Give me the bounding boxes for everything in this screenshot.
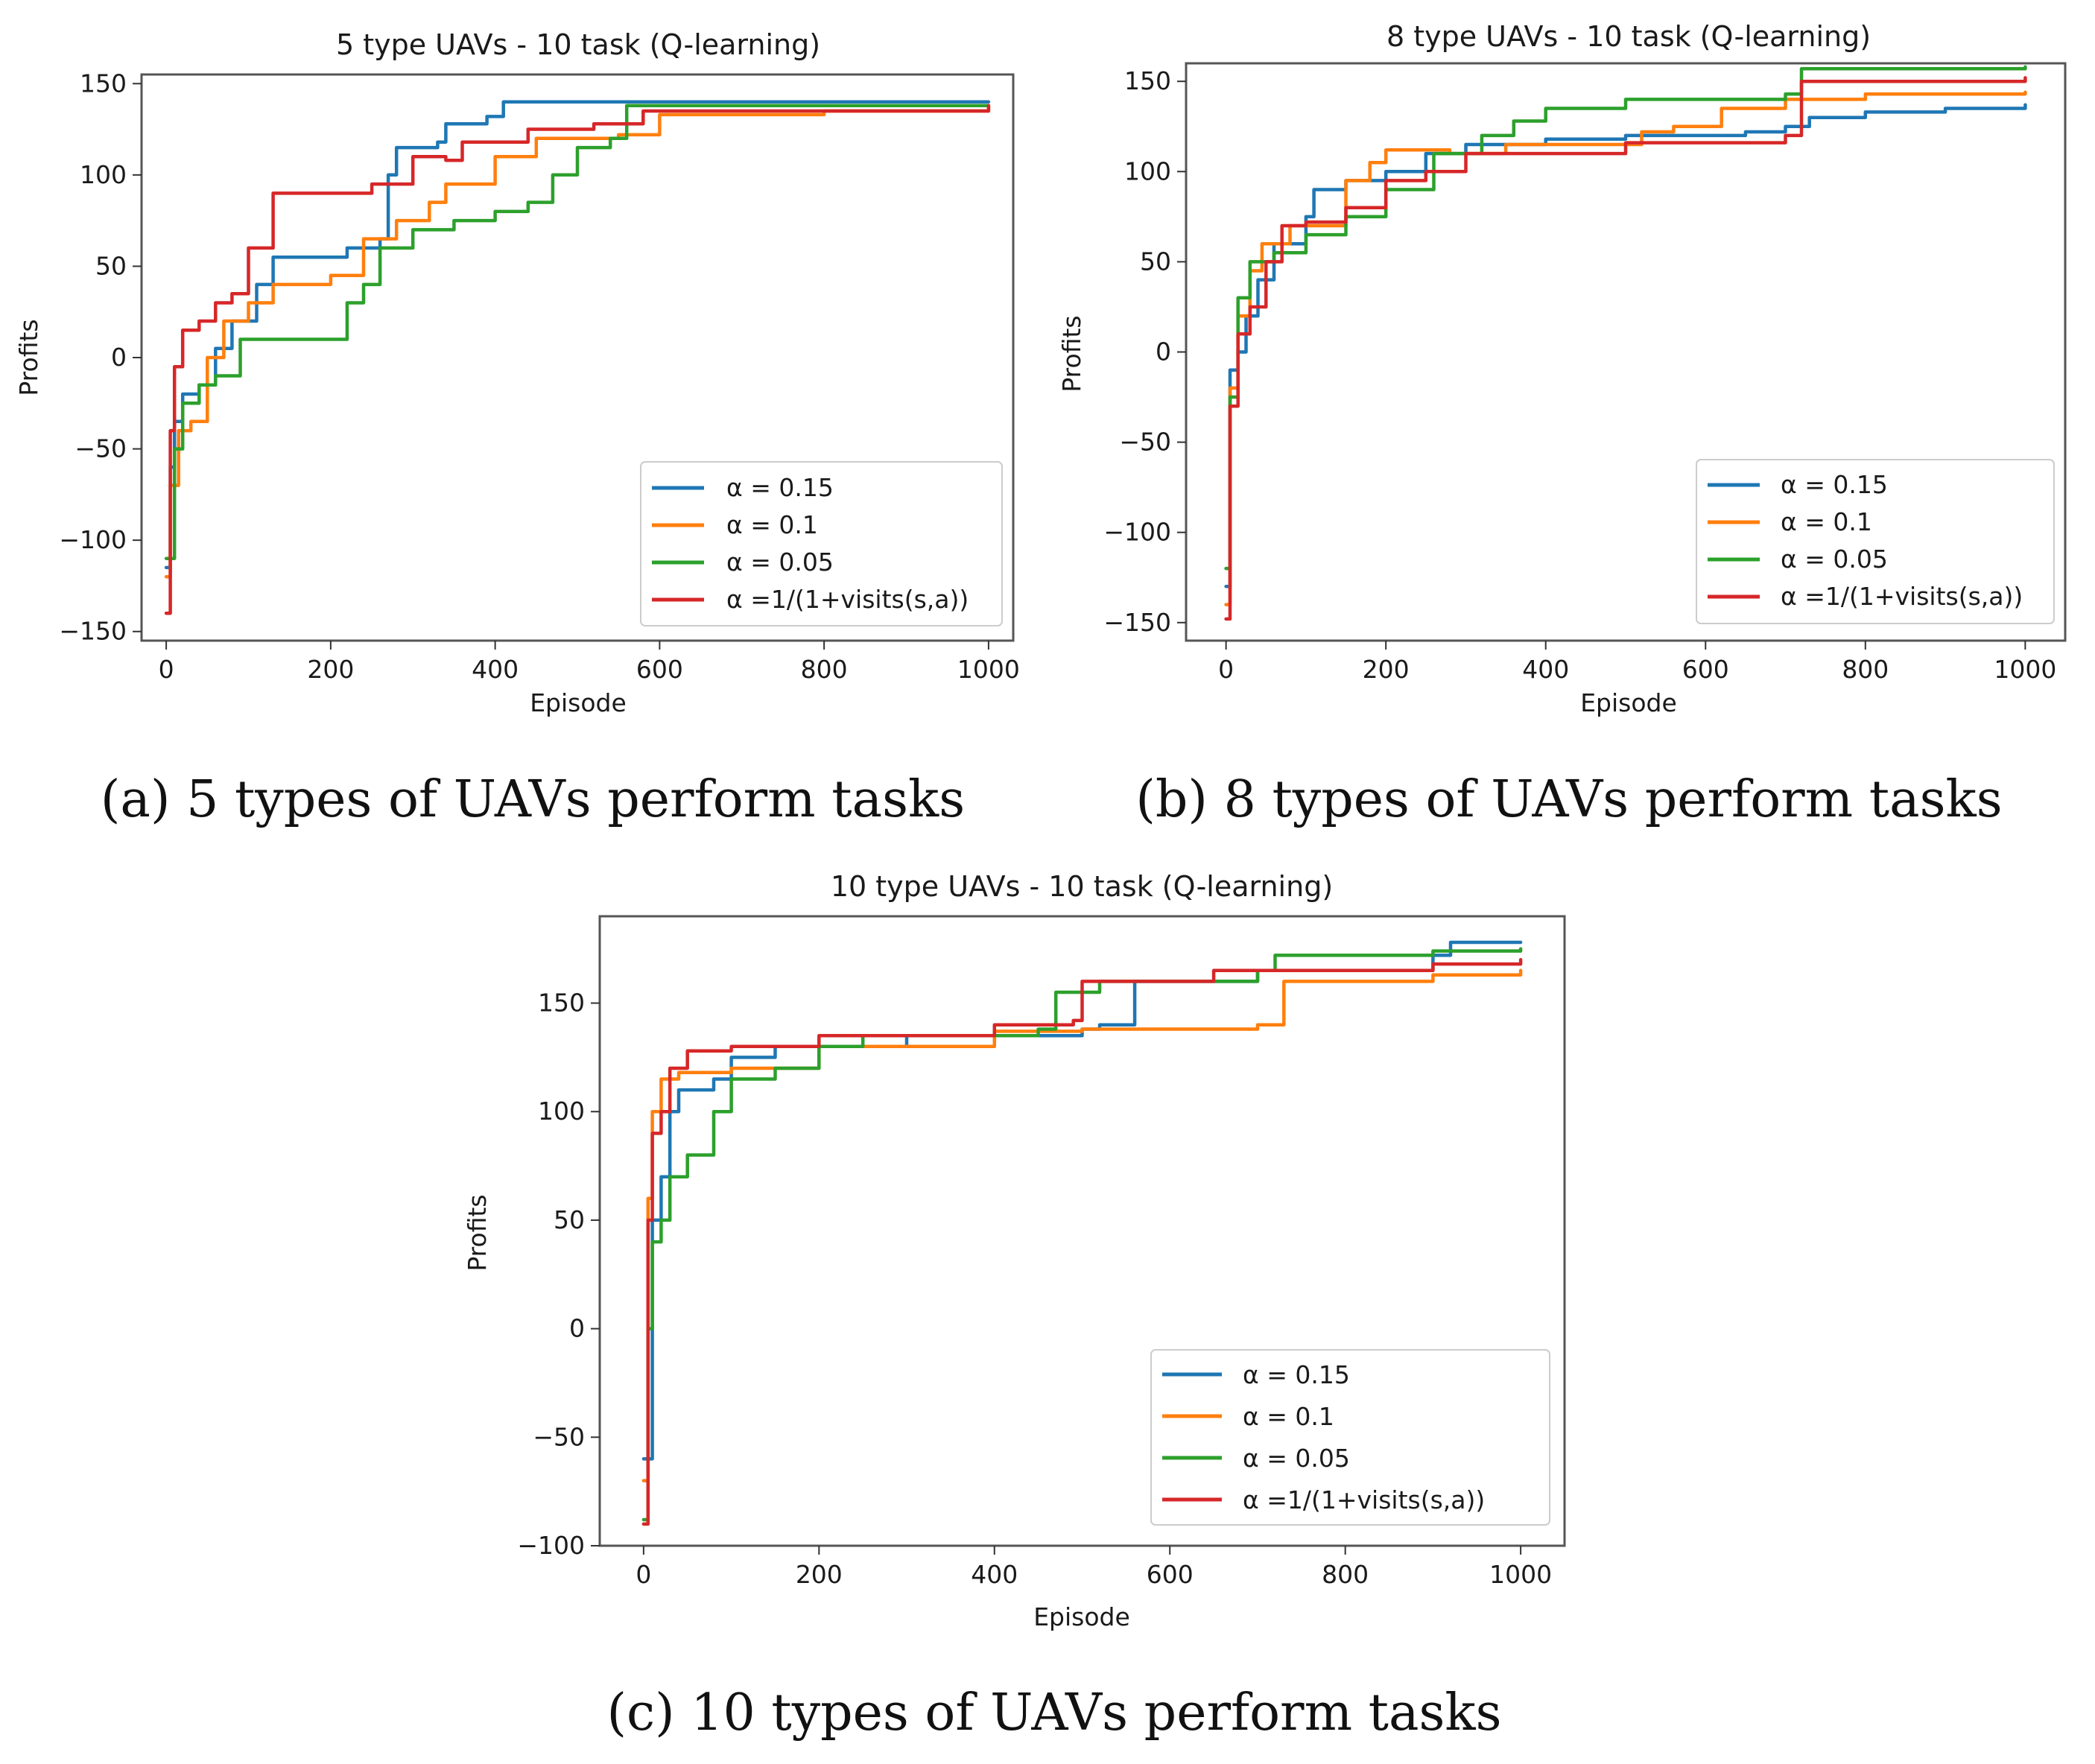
chart-a-series-line-3 bbox=[164, 104, 991, 615]
chart-c-ytick-label-5: 150 bbox=[538, 989, 585, 1018]
chart-c-xtick-label-3: 600 bbox=[1147, 1560, 1194, 1589]
chart-c-xtick-label-2: 400 bbox=[971, 1560, 1018, 1589]
chart-b-ytick-label-0: −150 bbox=[1103, 608, 1171, 637]
chart-c-ytick-label-2: 0 bbox=[569, 1314, 585, 1343]
chart-b-ytick-label-4: 50 bbox=[1140, 247, 1171, 276]
chart-c-xtick-label-0: 0 bbox=[636, 1560, 651, 1589]
chart-c-ylabel: Profits bbox=[463, 1194, 492, 1271]
chart-a: 5 type UAVs - 10 task (Q-learning) −150−… bbox=[14, 28, 1020, 717]
chart-c-xtick-label-1: 200 bbox=[796, 1560, 843, 1589]
caption-c: (c) 10 types of UAVs perform tasks bbox=[606, 1684, 1501, 1742]
chart-b-legend: α = 0.15 α = 0.1 α = 0.05 α =1/(1+visits… bbox=[1696, 459, 2055, 624]
chart-a-xtick-label-3: 600 bbox=[636, 655, 683, 684]
chart-a-legend-box bbox=[640, 461, 1003, 626]
chart-b-ytick-label-6: 150 bbox=[1124, 66, 1171, 95]
chart-b-series-line-2 bbox=[1224, 65, 2027, 571]
chart-b-xtick-label-1: 200 bbox=[1363, 655, 1410, 684]
chart-a-legend-label-3: α =1/(1+visits(s,a)) bbox=[726, 585, 969, 614]
chart-b-ytick-label-2: −50 bbox=[1119, 428, 1171, 457]
chart-a-x-ticks: 0 200 400 600 800 1000 bbox=[159, 641, 1020, 684]
caption-a: (a) 5 types of UAVs perform tasks bbox=[101, 770, 965, 829]
chart-c-ytick-label-4: 100 bbox=[538, 1097, 585, 1126]
chart-a-title: 5 type UAVs - 10 task (Q-learning) bbox=[336, 28, 820, 61]
chart-a-series-line-2 bbox=[164, 104, 991, 560]
chart-b-legend-label-1: α = 0.1 bbox=[1781, 507, 1872, 536]
chart-b-legend-box bbox=[1696, 459, 2055, 624]
chart-a-legend-label-0: α = 0.15 bbox=[726, 473, 834, 502]
chart-b-title: 8 type UAVs - 10 task (Q-learning) bbox=[1386, 20, 1871, 53]
chart-c-title: 10 type UAVs - 10 task (Q-learning) bbox=[831, 870, 1333, 903]
chart-c-xtick-label-4: 800 bbox=[1322, 1560, 1369, 1589]
chart-a-ytick-label-4: 50 bbox=[95, 251, 127, 280]
chart-b-legend-label-0: α = 0.15 bbox=[1781, 470, 1888, 499]
chart-a-ytick-label-6: 150 bbox=[80, 69, 127, 98]
chart-b-ytick-label-3: 0 bbox=[1156, 337, 1171, 367]
chart-c-y-ticks: −100 −50 0 50 100 150 bbox=[517, 989, 600, 1560]
chart-c-legend-label-0: α = 0.15 bbox=[1243, 1360, 1350, 1389]
chart-b-xtick-label-0: 0 bbox=[1218, 655, 1234, 684]
chart-c-x-ticks: 0 200 400 600 800 1000 bbox=[636, 1546, 1552, 1589]
chart-b-series-line-3 bbox=[1224, 76, 2027, 621]
chart-a-xtick-label-0: 0 bbox=[159, 655, 174, 684]
chart-a-xlabel: Episode bbox=[530, 688, 627, 717]
chart-c-legend: α = 0.15 α = 0.1 α = 0.05 α =1/(1+visits… bbox=[1150, 1349, 1550, 1526]
chart-c-legend-label-1: α = 0.1 bbox=[1243, 1402, 1334, 1431]
chart-a-ytick-label-2: −50 bbox=[75, 434, 127, 463]
chart-c-legend-label-3: α =1/(1+visits(s,a)) bbox=[1243, 1485, 1485, 1514]
chart-a-legend-label-2: α = 0.05 bbox=[726, 548, 834, 577]
chart-b-xlabel: Episode bbox=[1580, 688, 1677, 717]
chart-a-ytick-label-3: 0 bbox=[111, 343, 127, 372]
chart-a-ytick-label-1: −100 bbox=[59, 525, 127, 554]
chart-a-ylabel: Profits bbox=[14, 319, 43, 396]
chart-b-lines bbox=[1224, 65, 2027, 621]
chart-c-series-line-3 bbox=[641, 958, 1523, 1526]
chart-a-ytick-label-5: 100 bbox=[80, 160, 127, 189]
chart-a-xtick-label-1: 200 bbox=[307, 655, 354, 684]
chart-b-xtick-label-2: 400 bbox=[1522, 655, 1569, 684]
chart-b-ytick-label-1: −100 bbox=[1103, 518, 1171, 547]
chart-c: 10 type UAVs - 10 task (Q-learning) −100… bbox=[463, 870, 1566, 1631]
chart-c-legend-box bbox=[1150, 1349, 1550, 1526]
chart-a-legend: α = 0.15 α = 0.1 α = 0.05 α =1/(1+visits… bbox=[640, 461, 1003, 626]
chart-b-xtick-label-4: 800 bbox=[1842, 655, 1889, 684]
chart-b-legend-label-2: α = 0.05 bbox=[1781, 545, 1888, 574]
chart-c-xtick-label-5: 1000 bbox=[1489, 1560, 1552, 1589]
chart-a-ytick-label-0: −150 bbox=[59, 617, 127, 646]
chart-a-series-line-1 bbox=[164, 105, 991, 579]
chart-a-xtick-label-2: 400 bbox=[472, 655, 519, 684]
chart-c-ytick-label-0: −100 bbox=[517, 1531, 585, 1560]
chart-a-legend-label-1: α = 0.1 bbox=[726, 510, 818, 539]
chart-c-legend-label-2: α = 0.05 bbox=[1243, 1444, 1350, 1473]
chart-c-xlabel: Episode bbox=[1033, 1602, 1130, 1631]
chart-a-y-ticks: −150 −100 −50 0 50 100 150 bbox=[59, 69, 142, 646]
chart-b-ylabel: Profits bbox=[1057, 315, 1086, 392]
chart-b-ytick-label-5: 100 bbox=[1124, 156, 1171, 185]
caption-b: (b) 8 types of UAVs perform tasks bbox=[1135, 770, 2002, 829]
chart-b-xtick-label-5: 1000 bbox=[1994, 655, 2056, 684]
chart-a-xtick-label-5: 1000 bbox=[957, 655, 1020, 684]
chart-a-lines bbox=[164, 100, 991, 615]
chart-b-legend-label-3: α =1/(1+visits(s,a)) bbox=[1781, 582, 2023, 611]
chart-a-xtick-label-4: 800 bbox=[801, 655, 848, 684]
chart-c-lines bbox=[641, 940, 1523, 1526]
chart-b-y-ticks: −150 −100 −50 0 50 100 150 bbox=[1103, 66, 1186, 637]
chart-c-ytick-label-1: −50 bbox=[533, 1422, 585, 1451]
chart-b-x-ticks: 0 200 400 600 800 1000 bbox=[1218, 641, 2056, 684]
chart-b-xtick-label-3: 600 bbox=[1682, 655, 1729, 684]
chart-c-ytick-label-3: 50 bbox=[554, 1205, 585, 1234]
chart-b: 8 type UAVs - 10 task (Q-learning) −150−… bbox=[1057, 20, 2067, 717]
